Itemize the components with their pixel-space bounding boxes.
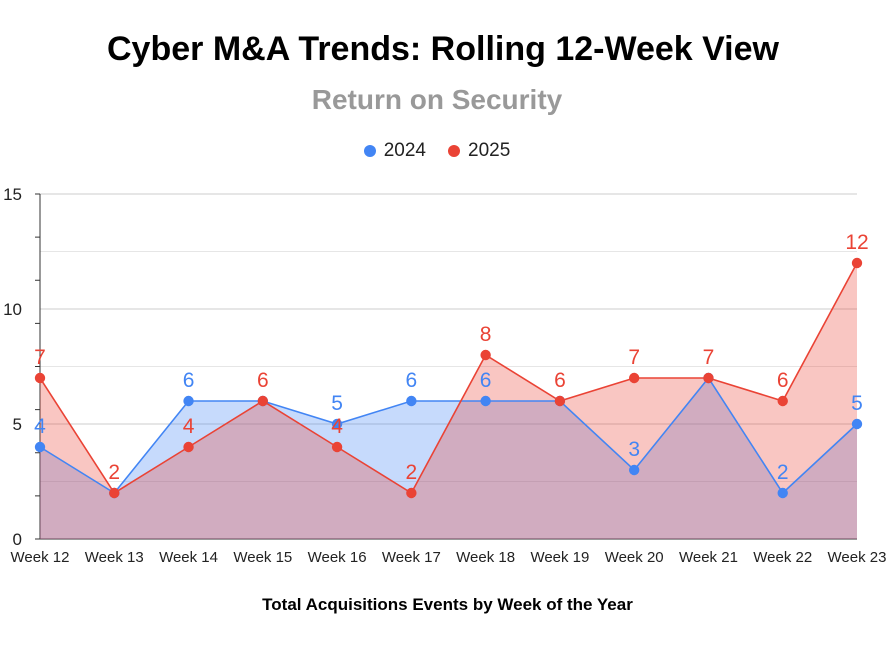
point-2025 bbox=[851, 257, 863, 269]
legend: 2024 2025 bbox=[0, 140, 874, 162]
data-label-2025: 7 bbox=[34, 346, 46, 369]
point-2024 bbox=[183, 395, 194, 407]
data-label-2025: 6 bbox=[257, 369, 269, 392]
x-tick-label: Week 13 bbox=[85, 549, 144, 566]
point-2025 bbox=[777, 395, 788, 407]
x-tick-label: Week 20 bbox=[605, 549, 664, 566]
line-2024 bbox=[39, 376, 858, 495]
point-2025 bbox=[257, 395, 269, 407]
data-label-2024: 5 bbox=[851, 392, 863, 415]
legend-label-2024: 2024 bbox=[383, 140, 426, 161]
point-2025 bbox=[331, 441, 343, 453]
data-label-2025: 8 bbox=[480, 323, 492, 346]
y-tick-label: 10 bbox=[3, 300, 22, 319]
data-label-2024: 2 bbox=[777, 461, 789, 484]
line-2025 bbox=[39, 262, 858, 495]
x-tick-label: Week 16 bbox=[308, 549, 367, 566]
x-tick-label: Week 15 bbox=[233, 549, 292, 566]
data-label-2025: 7 bbox=[628, 346, 640, 369]
legend-label-2025: 2025 bbox=[468, 140, 511, 161]
legend-swatch-2025 bbox=[448, 145, 460, 157]
data-label-2025: 7 bbox=[703, 346, 715, 369]
point-2024 bbox=[480, 395, 491, 407]
point-2024 bbox=[406, 395, 417, 407]
y-tick-label: 15 bbox=[3, 185, 22, 204]
point-2025 bbox=[703, 372, 714, 384]
data-label-2025: 12 bbox=[845, 231, 868, 254]
chart-subtitle: Return on Security bbox=[311, 84, 563, 115]
point-2024 bbox=[851, 418, 863, 430]
chart-title: Cyber M&A Trends: Rolling 12-Week View bbox=[107, 30, 779, 68]
data-label-2024: 4 bbox=[34, 415, 46, 438]
x-axis-title: Total Acquisitions Events by Week of the… bbox=[262, 595, 633, 614]
y-tick-label: 0 bbox=[13, 530, 22, 549]
x-tick-label: Week 19 bbox=[530, 549, 589, 566]
data-label-2025: 4 bbox=[331, 415, 343, 438]
point-2024 bbox=[331, 418, 343, 430]
point-2024 bbox=[34, 441, 46, 453]
point-2025 bbox=[628, 372, 640, 384]
y-tick-label: 5 bbox=[13, 415, 22, 434]
data-label-2024: 6 bbox=[480, 369, 492, 392]
data-label-2025: 2 bbox=[108, 461, 120, 484]
point-2025 bbox=[554, 395, 566, 407]
x-tick-label: Week 12 bbox=[11, 549, 70, 566]
x-tick-label: Week 21 bbox=[679, 549, 738, 566]
data-label-2025: 4 bbox=[183, 415, 195, 438]
point-2025 bbox=[34, 372, 46, 384]
point-2025 bbox=[480, 349, 491, 361]
data-label-2024: 6 bbox=[406, 369, 418, 392]
data-label-2025: 2 bbox=[406, 461, 418, 484]
x-tick-label: Week 23 bbox=[828, 549, 887, 566]
point-2025 bbox=[406, 487, 417, 499]
x-tick-label: Week 17 bbox=[382, 549, 441, 566]
legend-item-2025: 2025 bbox=[448, 140, 510, 162]
point-2025 bbox=[109, 487, 120, 499]
area-2024 bbox=[40, 378, 857, 539]
point-2024 bbox=[777, 487, 788, 499]
x-tick-label: Week 22 bbox=[753, 549, 812, 566]
data-label-2025: 6 bbox=[777, 369, 789, 392]
data-label-2024: 6 bbox=[183, 369, 195, 392]
legend-item-2024: 2024 bbox=[363, 140, 426, 162]
point-2025 bbox=[183, 441, 194, 453]
data-label-2025: 6 bbox=[554, 369, 566, 392]
point-2024 bbox=[628, 464, 640, 476]
data-label-2024: 3 bbox=[628, 438, 640, 461]
area-2025 bbox=[40, 263, 857, 539]
data-label-2024: 5 bbox=[331, 392, 343, 415]
x-tick-label: Week 18 bbox=[456, 549, 515, 566]
x-tick-label: Week 14 bbox=[159, 549, 218, 566]
legend-swatch-2024 bbox=[363, 145, 376, 157]
